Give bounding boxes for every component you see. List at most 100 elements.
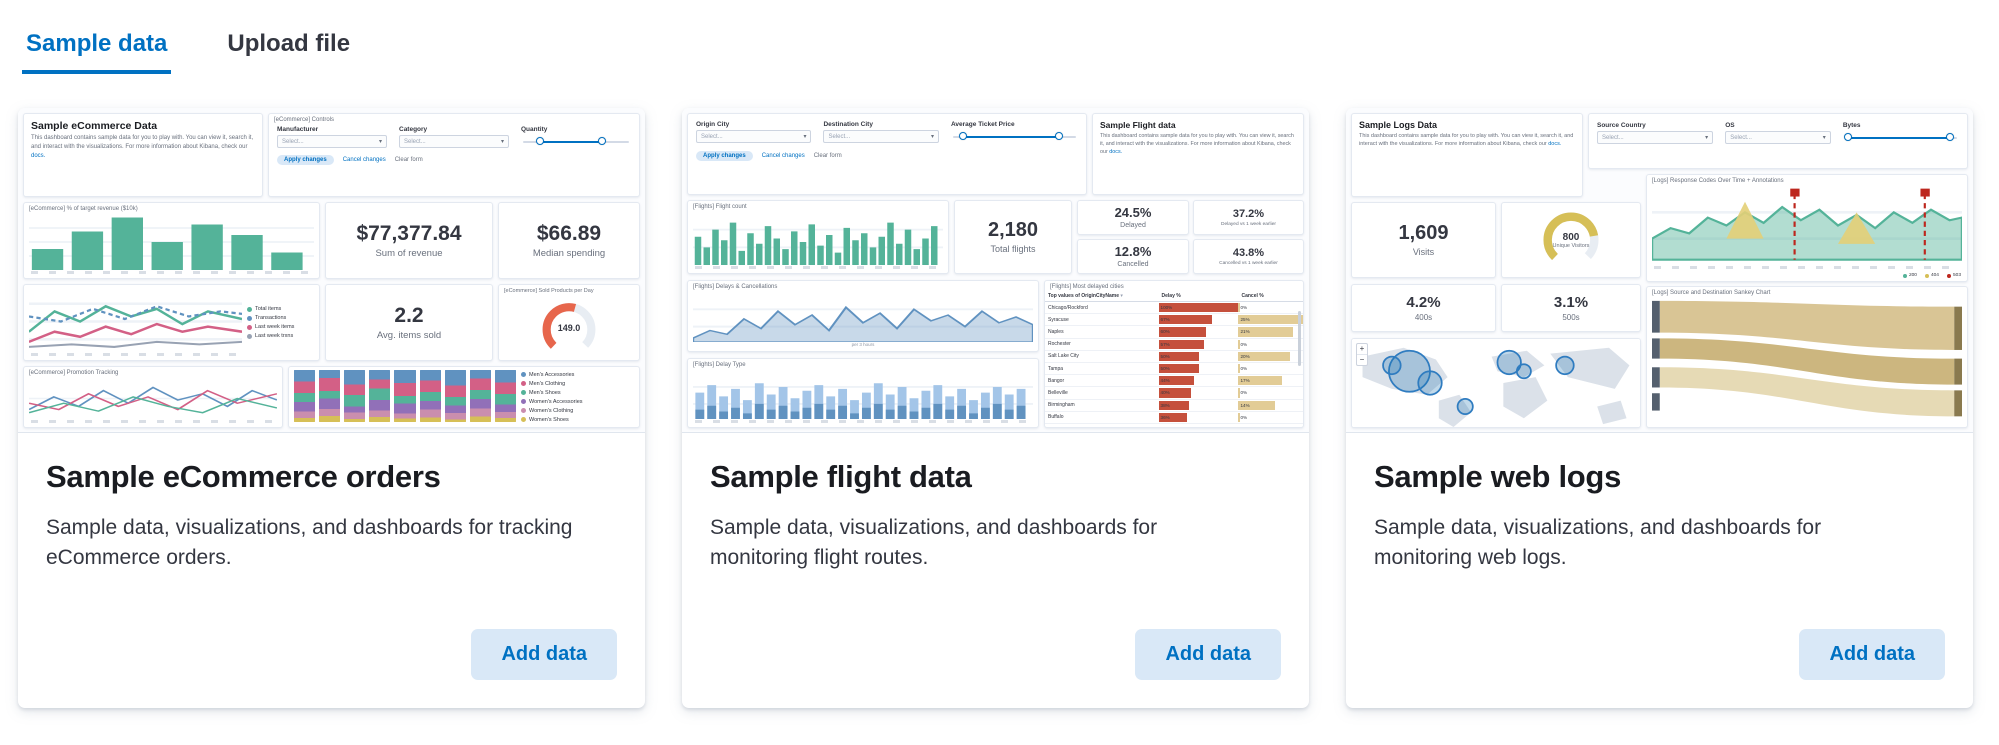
- overview-panel: Sample Flight data This dashboard contai…: [1092, 113, 1304, 195]
- docs-link: docs.: [1548, 141, 1562, 148]
- add-data-button-web-logs[interactable]: Add data: [1799, 629, 1945, 680]
- chevron-down-icon: ▾: [1705, 134, 1709, 141]
- metric-value: 37.2%: [1232, 207, 1265, 220]
- scrollbar: [1298, 311, 1301, 366]
- overview-title: Sample eCommerce Data: [31, 120, 158, 132]
- sample-data-cards: Sample eCommerce Data This dashboard con…: [0, 74, 1999, 708]
- card-title: Sample flight data: [710, 459, 972, 494]
- revenue-bar-chart: [24, 213, 319, 278]
- card-title: Sample web logs: [1374, 459, 1622, 494]
- metric-value: $77,377.84: [356, 221, 462, 245]
- column-header-cancel: Cancel %: [1241, 293, 1264, 299]
- zoom-out-icon: −: [1357, 354, 1367, 365]
- table-row: Rochester 57% 0%: [1045, 339, 1303, 351]
- cancel-changes-link: Cancel changes: [342, 157, 386, 163]
- gauge-label: Unique Visitors: [1552, 242, 1590, 249]
- visitors-map-panel: + −: [1351, 338, 1641, 428]
- sales-by-category-panel: Men's Accessories Men's Clothing Men's S…: [288, 366, 640, 428]
- response-codes-panel: [Logs] Response Codes Over Time + Annota…: [1646, 174, 1968, 282]
- ticket-price-label: Average Ticket Price: [950, 121, 1015, 128]
- chevron-down-icon: ▾: [500, 138, 504, 145]
- median-spending-metric: $66.89 Median spending: [498, 202, 640, 279]
- add-data-button-ecommerce[interactable]: Add data: [471, 629, 617, 680]
- chevron-down-icon: ▾: [930, 133, 934, 140]
- slider-handle: [1843, 133, 1852, 141]
- table-header: Top values of OriginCityName ▾ Delay % C…: [1045, 291, 1303, 302]
- gauge-value: 149.0: [557, 322, 581, 333]
- gauge-value: 800: [1562, 231, 1580, 243]
- os-label: OS: [1725, 122, 1735, 129]
- visitors-map: + −: [1352, 339, 1640, 427]
- table-row: Naples 60% 21%: [1045, 326, 1303, 339]
- transactions-line-chart: [24, 285, 247, 360]
- category-label: Category: [399, 126, 428, 133]
- add-data-button-flights[interactable]: Add data: [1135, 629, 1281, 680]
- apply-changes-button: Apply changes: [696, 151, 753, 161]
- metric-label: Sum of revenue: [375, 247, 443, 259]
- metric-value: 12.8%: [1114, 243, 1152, 259]
- response-codes-title: [Logs] Response Codes Over Time + Annota…: [1652, 178, 1784, 184]
- response-codes-area-chart: [1647, 185, 1967, 273]
- total-flights-metric: 2,180 Total flights: [954, 200, 1072, 274]
- apply-changes-button: Apply changes: [277, 155, 334, 165]
- response-codes-legend: 200 404 503: [1647, 273, 1967, 281]
- most-delayed-cities-panel: [Flights] Most delayed cities Top values…: [1044, 280, 1304, 428]
- map-zoom-control: + −: [1356, 343, 1368, 366]
- column-header-delay: Delay %: [1161, 293, 1181, 299]
- overview-text: This dashboard contains sample data for …: [31, 135, 254, 159]
- table-row: Tampa 50% 0%: [1045, 363, 1303, 376]
- sankey-panel: [Logs] Source and Destination Sankey Cha…: [1646, 286, 1968, 428]
- table-row: Buffalo 36% 0%: [1045, 412, 1303, 424]
- origin-city-select: Select... ▾: [696, 130, 812, 143]
- overview-title: Sample Flight data: [1100, 120, 1176, 130]
- overview-text: This dashboard contains sample data for …: [1100, 133, 1294, 156]
- metric-value: 4.2%: [1406, 293, 1441, 311]
- destination-city-control: Destination City Select... ▾: [823, 121, 939, 143]
- slider-handle: [536, 137, 545, 145]
- chevron-down-icon: ▾: [1822, 134, 1826, 141]
- unique-visitors-gauge-panel: 800 Unique Visitors: [1501, 202, 1641, 278]
- card-description: Sample data, visualizations, and dashboa…: [710, 516, 1158, 570]
- slider-handle: [958, 132, 967, 140]
- sum-revenue-metric: $77,377.84 Sum of revenue: [325, 202, 493, 279]
- bytes-control: Bytes: [1843, 122, 1959, 144]
- table-title: [Flights] Most delayed cities: [1050, 284, 1124, 290]
- card-ecommerce: Sample eCommerce Data This dashboard con…: [18, 108, 645, 708]
- overview-text: This dashboard contains sample data for …: [1359, 133, 1574, 148]
- bytes-label: Bytes: [1842, 122, 1861, 129]
- ticket-price-slider: [951, 130, 1078, 143]
- controls-panel: Source Country Select... ▾ OS Select... ▾ …: [1588, 113, 1968, 169]
- slider-handle: [1055, 132, 1064, 140]
- delayed-wow-metric: 37.2% Delayed vs 1 week earlier: [1193, 200, 1304, 235]
- metric-value: 24.5%: [1114, 204, 1152, 220]
- delayed-metric: 24.5% Delayed: [1077, 200, 1189, 235]
- controls-panel: Origin City Select... ▾ Destination City …: [687, 113, 1087, 195]
- tab-upload-file[interactable]: Upload file: [227, 30, 351, 57]
- source-country-select: Select... ▾: [1597, 131, 1714, 144]
- source-country-label: Source Country: [1597, 122, 1646, 129]
- metric-value: 2.2: [394, 303, 424, 327]
- controls-title: [eCommerce] Controls: [274, 117, 335, 123]
- metric-label: Delayed vs 1 week earlier: [1221, 221, 1276, 227]
- os-control: OS Select... ▾: [1725, 122, 1831, 144]
- promotion-tracking-panel: [eCommerce] Promotion Tracking: [23, 366, 283, 428]
- flight-count-bar-chart: [688, 211, 948, 273]
- metric-label: Cancelled vs 1 week earlier: [1219, 260, 1278, 266]
- metric-label: 500s: [1562, 312, 1580, 322]
- stacked-category-bars: [289, 367, 521, 427]
- cancel-changes-link: Cancel changes: [761, 153, 805, 159]
- delay-type-title: [Flights] Delay Type: [693, 362, 746, 368]
- card-flights: Origin City Select... ▾ Destination City …: [682, 108, 1309, 708]
- delays-area-chart: per 3 hours: [688, 291, 1038, 351]
- axis-unit-label: per 3 hours: [851, 342, 875, 347]
- tab-sample-data[interactable]: Sample data: [22, 30, 171, 74]
- promotion-line-chart: [24, 377, 282, 427]
- overview-panel: Sample eCommerce Data This dashboard con…: [23, 113, 263, 197]
- ticket-price-control: Average Ticket Price: [951, 121, 1078, 143]
- metric-label: Median spending: [532, 247, 606, 259]
- slider-handle: [1946, 133, 1955, 141]
- overview-title: Sample Logs Data: [1359, 120, 1438, 130]
- transactions-line-chart-panel: Total items Transactions Last week items…: [23, 284, 320, 361]
- clear-form-link: Clear form: [394, 157, 423, 163]
- destination-city-select: Select... ▾: [823, 130, 939, 143]
